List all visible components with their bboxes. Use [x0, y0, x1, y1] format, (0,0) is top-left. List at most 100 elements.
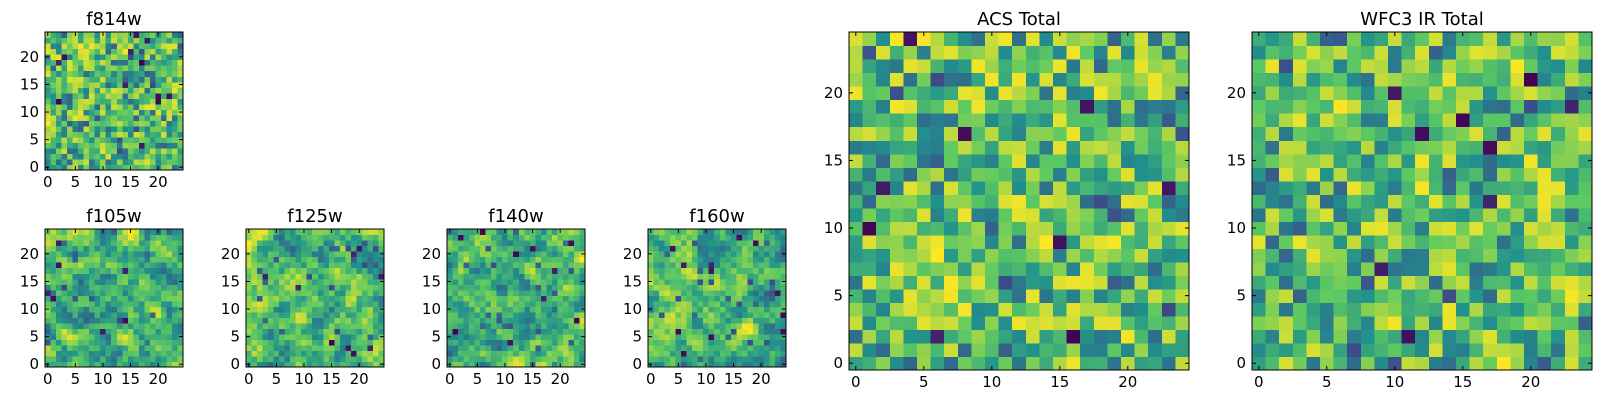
heatmap-cell: [306, 267, 313, 274]
heatmap-cell: [1456, 86, 1471, 101]
heatmap-cell: [72, 306, 79, 313]
heatmap-cell: [100, 262, 107, 269]
heatmap-cell: [686, 289, 693, 296]
heatmap-cell: [686, 333, 693, 340]
heatmap-cell: [747, 229, 754, 236]
heatmap-cell: [741, 355, 748, 363]
heatmap-cell: [328, 300, 335, 307]
heatmap-cell: [1524, 180, 1539, 195]
heatmap-cell: [138, 76, 145, 83]
heatmap-cell: [1121, 288, 1136, 303]
heatmap-cell: [78, 267, 85, 274]
heatmap-cell: [876, 126, 891, 141]
heatmap-cell: [518, 333, 525, 340]
heatmap-cell: [1080, 72, 1095, 87]
heatmap-cell: [149, 158, 156, 166]
heatmap-cell: [1279, 288, 1294, 303]
heatmap-cell: [876, 153, 891, 168]
heatmap-cell: [334, 355, 341, 363]
axes-frame: [44, 228, 184, 368]
heatmap-cell: [166, 300, 173, 307]
heatmap-cell: [334, 289, 341, 296]
heatmap-cell: [1320, 72, 1335, 87]
heatmap-cell: [155, 120, 162, 127]
heatmap-cell: [367, 350, 374, 357]
heatmap-cell: [546, 278, 553, 285]
heatmap-cell: [562, 300, 570, 307]
heatmap-cell: [708, 229, 715, 236]
heatmap-cell: [83, 164, 90, 171]
heatmap-cell: [985, 221, 1000, 236]
heatmap-cell: [1175, 72, 1190, 87]
heatmap-cell: [111, 339, 118, 346]
heatmap-cell: [458, 234, 465, 241]
heatmap-cell: [1415, 302, 1430, 317]
heatmap-cell: [568, 229, 575, 236]
heatmap-cell: [317, 284, 324, 291]
heatmap-cell: [61, 142, 68, 149]
heatmap-cell: [78, 70, 85, 77]
heatmap-cell: [268, 300, 275, 307]
heatmap-cell: [78, 48, 85, 55]
heatmap-cell: [361, 289, 369, 296]
heatmap-cell: [111, 289, 118, 296]
heatmap-cell: [323, 311, 330, 318]
heatmap-cell: [1025, 59, 1040, 74]
heatmap-cell: [67, 98, 74, 105]
heatmap-cell: [747, 284, 754, 291]
heatmap-cell: [573, 333, 581, 340]
heatmap-cell: [105, 54, 112, 61]
heatmap-cell: [557, 245, 564, 252]
heatmap-cell: [1483, 275, 1498, 290]
heatmap-cell: [474, 289, 481, 296]
heatmap-cell: [78, 234, 85, 241]
heatmap-cell: [551, 344, 558, 352]
heatmap-cell: [686, 278, 693, 285]
heatmap-cell: [1279, 261, 1294, 276]
heatmap-cell: [568, 306, 575, 313]
heatmap-cell: [1347, 194, 1362, 209]
heatmap-cell: [45, 48, 52, 55]
heatmap-cell: [301, 300, 308, 307]
heatmap-cell: [1374, 356, 1389, 371]
heatmap-cell: [458, 355, 465, 363]
heatmap-cell: [177, 300, 184, 307]
heatmap-cell: [485, 273, 492, 280]
heatmap-cell: [458, 333, 465, 340]
heatmap-cell: [485, 311, 492, 318]
heatmap-cell: [78, 125, 85, 132]
heatmap-cell: [116, 240, 123, 247]
heatmap-cell: [279, 245, 286, 252]
heatmap-cell: [323, 289, 330, 296]
heatmap-cell: [133, 131, 140, 138]
heatmap-cell: [334, 240, 341, 247]
heatmap-cell: [763, 240, 771, 247]
heatmap-cell: [1510, 275, 1525, 290]
heatmap-cell: [780, 350, 787, 357]
heatmap-cell: [957, 261, 972, 276]
heatmap-cell: [774, 350, 782, 357]
heatmap-cell: [463, 267, 470, 274]
heatmap-cell: [725, 256, 732, 263]
heatmap-cell: [339, 344, 346, 352]
heatmap-cell: [957, 207, 972, 222]
heatmap-cell: [502, 344, 509, 352]
heatmap-cell: [1012, 234, 1027, 249]
axes-frame: [1251, 31, 1593, 371]
heatmap-cell: [372, 333, 380, 340]
heatmap-cell: [356, 333, 363, 340]
heatmap-cell: [312, 256, 319, 263]
heatmap-cell: [1252, 207, 1267, 222]
heatmap-cell: [692, 278, 699, 285]
heatmap-cell: [149, 120, 156, 127]
heatmap-cell: [50, 350, 57, 357]
heatmap-cell: [72, 70, 79, 77]
heatmap-cell: [653, 273, 660, 280]
heatmap-cell: [703, 273, 710, 280]
heatmap-cell: [998, 140, 1013, 155]
heatmap-cell: [45, 289, 52, 296]
heatmap-cell: [557, 234, 564, 241]
heatmap-cell: [295, 256, 302, 263]
heatmap-cell: [1175, 342, 1190, 358]
heatmap-cell: [1292, 261, 1307, 276]
